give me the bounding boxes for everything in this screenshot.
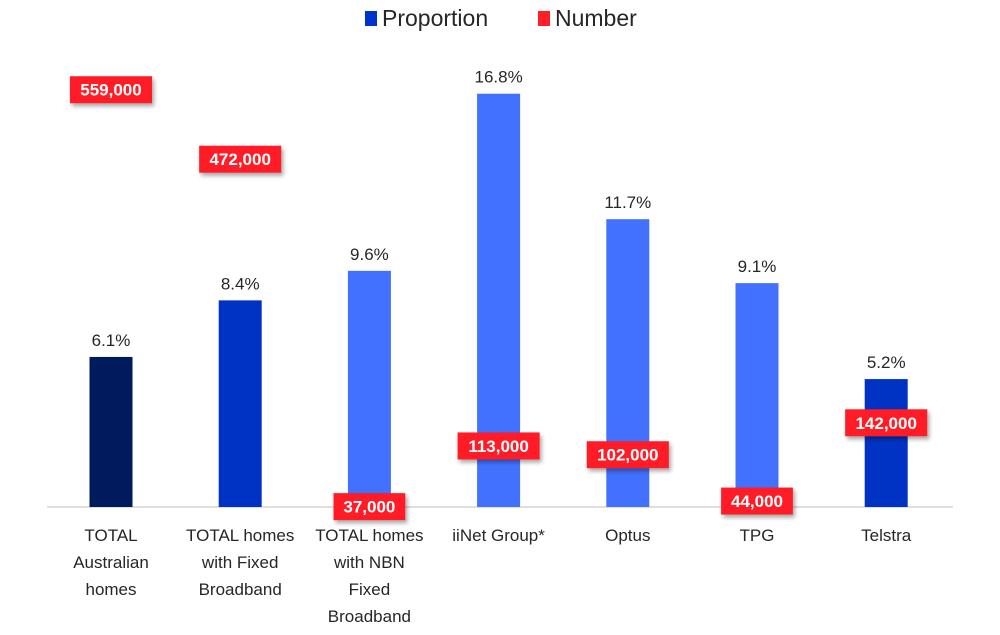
- legend: Proportion Number: [365, 5, 637, 31]
- svg-text:559,000: 559,000: [80, 81, 141, 100]
- proportion-data-label: 16.8%: [474, 68, 522, 87]
- category-tick-label: TPG: [740, 526, 775, 545]
- svg-text:472,000: 472,000: [209, 150, 270, 169]
- proportion-data-label: 6.1%: [92, 331, 131, 350]
- legend-label-number: Number: [555, 5, 637, 31]
- svg-text:37,000: 37,000: [343, 498, 395, 517]
- category-tick-label: Telstra: [861, 526, 912, 545]
- category-tick-label: Optus: [605, 526, 650, 545]
- legend-label-proportion: Proportion: [382, 5, 488, 31]
- legend-swatch-proportion: [365, 11, 377, 26]
- number-data-label: 113,000: [457, 432, 540, 460]
- number-data-label: 102,000: [586, 441, 669, 469]
- svg-text:142,000: 142,000: [855, 414, 916, 433]
- category-tick-label: iiNet Group*: [452, 526, 545, 545]
- number-data-label: 472,000: [199, 145, 282, 173]
- proportion-labels: 6.1% 8.4% 9.6% 16.8% 11.7% 9.1% 5.2%: [92, 68, 906, 372]
- proportion-bar: [218, 300, 262, 507]
- category-tick-label: TOTAL homes with Fixed Broadband: [186, 526, 294, 599]
- number-data-label: 37,000: [333, 493, 406, 521]
- proportion-data-label: 8.4%: [221, 274, 260, 293]
- proportion-data-label: 9.1%: [738, 257, 777, 276]
- number-data-label: 559,000: [69, 76, 153, 104]
- svg-text:44,000: 44,000: [731, 492, 783, 511]
- proportion-data-label: 9.6%: [350, 245, 389, 264]
- number-labels: 559,000 472,000 37,000 113,000 102,000 44,000…: [69, 76, 928, 521]
- category-tick-label: TOTAL Australian homes: [73, 526, 149, 599]
- category-tick-label: TOTAL homes with NBN Fixed Broadband: [315, 526, 423, 626]
- svg-text:102,000: 102,000: [597, 446, 658, 465]
- number-data-label: 44,000: [721, 487, 793, 515]
- proportion-data-label: 5.2%: [867, 353, 906, 372]
- proportion-bar: [864, 379, 908, 507]
- category-labels: TOTAL Australian homes TOTAL homes with Fixe…: [73, 526, 912, 626]
- proportion-bar: [735, 283, 779, 507]
- proportion-data-label: 11.7%: [604, 193, 651, 212]
- proportion-bar: [347, 270, 391, 507]
- number-data-label: 142,000: [845, 409, 928, 437]
- svg-text:113,000: 113,000: [468, 437, 529, 456]
- proportion-bar: [89, 356, 133, 507]
- legend-swatch-number: [538, 11, 550, 26]
